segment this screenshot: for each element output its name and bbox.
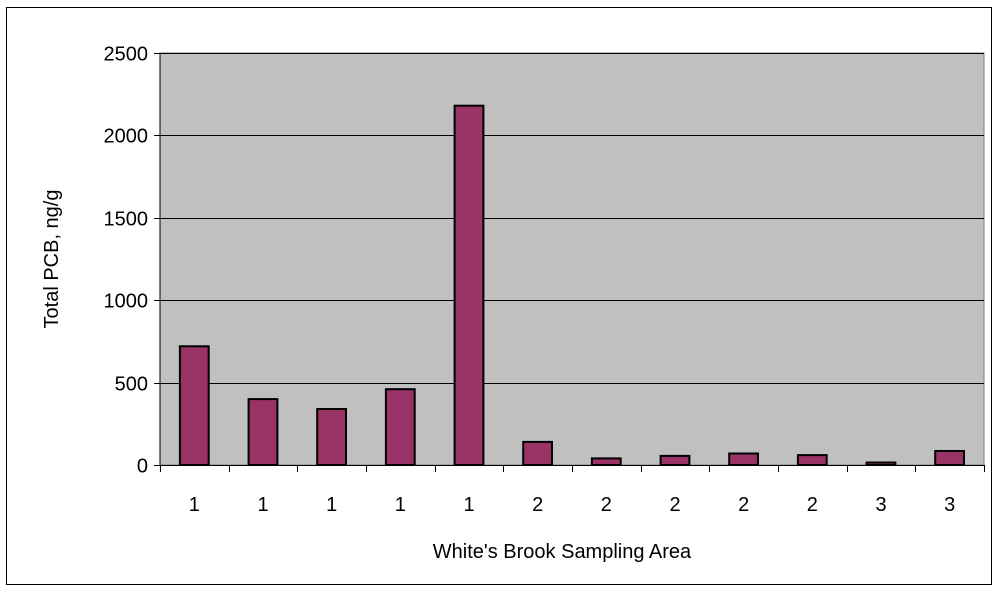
bar — [590, 457, 622, 466]
bars — [178, 104, 966, 467]
y-axis-title: Total PCB, ng/g — [41, 190, 63, 329]
y-tick-label: 0 — [137, 456, 148, 478]
bar — [796, 454, 828, 467]
bar — [522, 440, 554, 466]
bar — [934, 450, 966, 466]
y-tick-label: 1500 — [104, 209, 149, 231]
x-tick-label: 1 — [189, 494, 200, 516]
x-tick-label: 2 — [669, 494, 680, 516]
y-tick-labels: 0 500 1000 1500 2000 2500 — [104, 44, 149, 478]
x-axis-title: White's Brook Sampling Area — [433, 541, 692, 563]
bar — [178, 345, 210, 466]
y-tick-label: 1000 — [104, 291, 149, 313]
gridlines — [160, 53, 984, 384]
plot-area — [159, 52, 985, 466]
x-tick-label: 2 — [532, 494, 543, 516]
bar — [384, 388, 416, 467]
axes — [154, 53, 985, 472]
bar — [865, 461, 897, 466]
y-tick-label: 2500 — [104, 44, 149, 66]
bar — [453, 104, 485, 466]
x-tick-label: 2 — [601, 494, 612, 516]
x-tick-label: 1 — [463, 494, 474, 516]
x-tick-label: 2 — [738, 494, 749, 516]
bar — [659, 454, 691, 466]
x-tick-label: 1 — [326, 494, 337, 516]
x-tick-label: 3 — [944, 494, 955, 516]
bar — [316, 408, 348, 466]
y-tick-label: 2000 — [104, 126, 149, 148]
x-tick-label: 1 — [257, 494, 268, 516]
y-tick-label: 500 — [115, 374, 148, 396]
bar — [247, 398, 279, 467]
bar — [728, 452, 760, 466]
x-tick-label: 2 — [807, 494, 818, 516]
x-tick-label: 1 — [395, 494, 406, 516]
x-tick-label: 3 — [875, 494, 886, 516]
x-tick-labels: 1 1 1 1 1 2 2 2 2 2 3 3 — [189, 494, 956, 516]
